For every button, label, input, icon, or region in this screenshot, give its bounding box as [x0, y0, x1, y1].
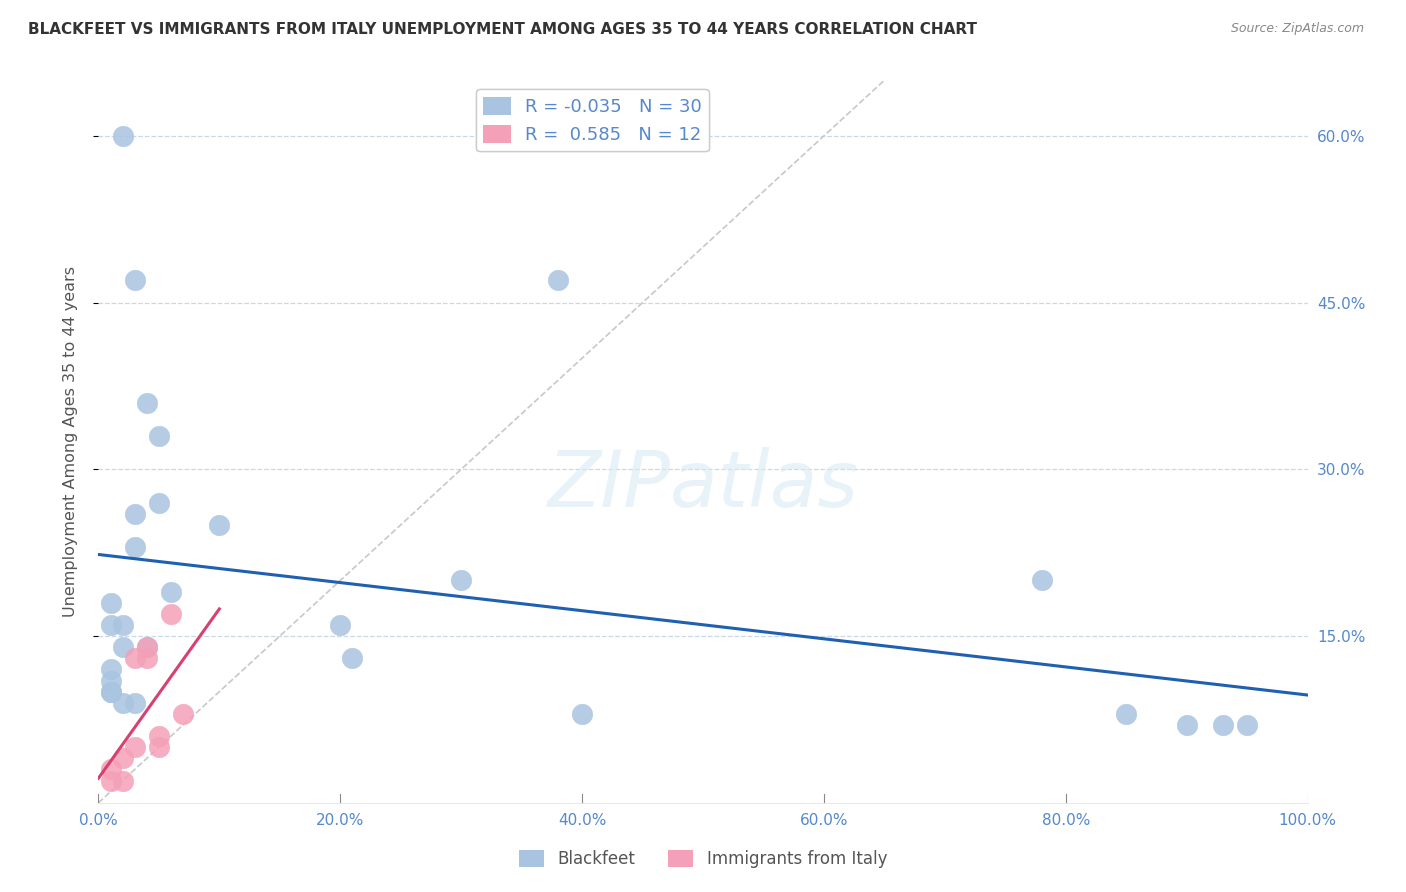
Point	[547, 273, 569, 287]
Point	[111, 751, 134, 765]
Point	[100, 684, 122, 698]
Point	[124, 740, 146, 755]
Point	[571, 706, 593, 721]
Point	[135, 640, 157, 655]
Point	[135, 651, 157, 665]
Text: ZIPatlas: ZIPatlas	[547, 447, 859, 523]
Point	[124, 507, 146, 521]
Legend: Blackfeet, Immigrants from Italy: Blackfeet, Immigrants from Italy	[512, 843, 894, 875]
Point	[100, 618, 122, 632]
Point	[111, 696, 134, 710]
Point	[160, 607, 183, 621]
Point	[208, 517, 231, 532]
Point	[148, 740, 170, 755]
Point	[124, 273, 146, 287]
Point	[160, 584, 183, 599]
Text: Source: ZipAtlas.com: Source: ZipAtlas.com	[1230, 22, 1364, 36]
Point	[450, 574, 472, 588]
Point	[124, 540, 146, 554]
Point	[148, 729, 170, 743]
Point	[100, 773, 122, 788]
Point	[148, 429, 170, 443]
Point	[1175, 718, 1198, 732]
Point	[100, 596, 122, 610]
Point	[329, 618, 352, 632]
Point	[100, 662, 122, 676]
Point	[100, 673, 122, 688]
Point	[342, 651, 364, 665]
Text: BLACKFEET VS IMMIGRANTS FROM ITALY UNEMPLOYMENT AMONG AGES 35 TO 44 YEARS CORREL: BLACKFEET VS IMMIGRANTS FROM ITALY UNEMP…	[28, 22, 977, 37]
Point	[111, 128, 134, 143]
Point	[124, 696, 146, 710]
Legend: R = -0.035   N = 30, R =  0.585   N = 12: R = -0.035 N = 30, R = 0.585 N = 12	[477, 89, 709, 152]
Point	[1212, 718, 1234, 732]
Point	[111, 773, 134, 788]
Point	[1031, 574, 1053, 588]
Point	[1236, 718, 1258, 732]
Point	[111, 640, 134, 655]
Point	[1115, 706, 1137, 721]
Point	[124, 651, 146, 665]
Point	[111, 618, 134, 632]
Point	[135, 640, 157, 655]
Y-axis label: Unemployment Among Ages 35 to 44 years: Unemployment Among Ages 35 to 44 years	[63, 266, 77, 617]
Point	[100, 763, 122, 777]
Point	[148, 496, 170, 510]
Point	[100, 684, 122, 698]
Point	[135, 395, 157, 409]
Point	[172, 706, 194, 721]
